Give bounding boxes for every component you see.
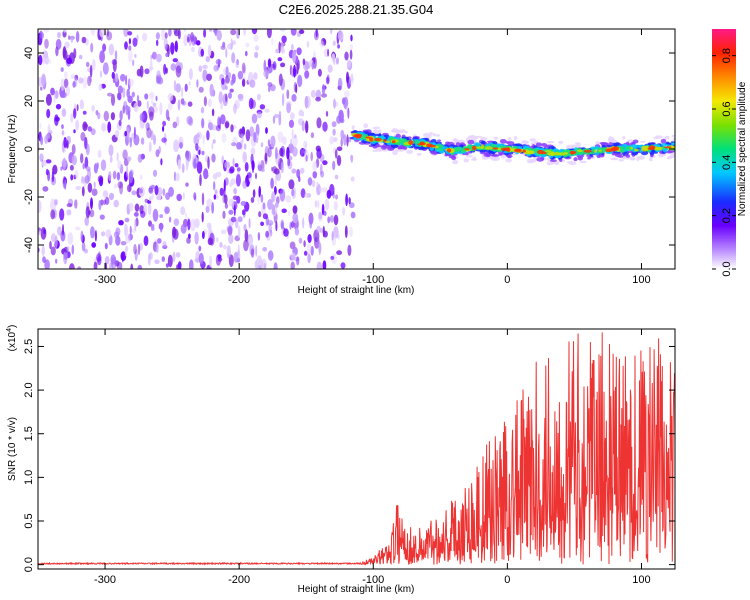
svg-text:(x104): (x104) [6, 325, 18, 352]
top-x-tick-label: 0 [504, 274, 510, 286]
bottom-x-tick-label: -100 [362, 574, 384, 586]
colorbar: 0.0 0.2 0.4 0.6 0.8 Normalized spectral ampl… [712, 29, 748, 277]
bottom-x-tick-label: -300 [94, 574, 116, 586]
top-y-tick-label: 40 [23, 47, 35, 59]
bottom-y-tick-label: 0.5 [23, 513, 35, 528]
top-y-axis-label: Frequency (Hz) [7, 115, 18, 184]
colorbar-tick-label: 0.4 [721, 155, 733, 170]
top-x-tick-label: -300 [94, 274, 116, 286]
top-x-tick-label: -200 [228, 274, 250, 286]
bottom-y-tick-label: 1.0 [23, 470, 35, 485]
scale-note-exponent: 4 [6, 328, 13, 332]
top-x-tick-label: 100 [632, 274, 650, 286]
bottom-x-tick-label: 0 [504, 574, 510, 586]
colorbar-tick-label: 0.6 [721, 101, 733, 116]
colorbar-label: Normalized spectral amplitude [737, 81, 748, 216]
scale-note-base: (x10 [7, 331, 18, 351]
snr-panel: -300 -200 -100 0 100 0.0 0.5 1.0 1.5 2.0 2.5 Heigh… [6, 325, 676, 595]
bottom-x-tick-label: 100 [632, 574, 650, 586]
top-y-tick-label: -40 [23, 237, 35, 253]
top-x-tick-label: -100 [362, 274, 384, 286]
top-x-axis-label: Height of straight line (km) [298, 285, 415, 296]
bottom-y-tick-label: 1.5 [23, 426, 35, 441]
snr-frame [37, 328, 676, 570]
top-y-tick-label: -20 [23, 189, 35, 205]
top-y-tick-label: 0 [23, 146, 35, 152]
bottom-y-tick-label: 2.5 [23, 339, 35, 354]
chart-title: C2E6.2025.288.21.35.G04 [279, 2, 434, 17]
colorbar-tick-label: 0.8 [721, 48, 733, 63]
bottom-x-tick-label: -200 [228, 574, 250, 586]
colorbar-tick-label: 0.0 [721, 261, 733, 276]
noise-region [38, 29, 356, 269]
snr-series-line [38, 332, 675, 566]
colorbar-tick-label: 0.2 [721, 208, 733, 223]
bottom-y-tick-label: 0.0 [23, 557, 35, 572]
bottom-y-axis-label: SNR (10 * v/v) [7, 417, 18, 481]
signal-band [349, 123, 675, 166]
bottom-x-axis-label: Height of straight line (km) [298, 584, 415, 595]
top-y-tick-label: 20 [23, 95, 35, 107]
bottom-y-tick-label: 2.0 [23, 382, 35, 397]
colorbar-gradient [712, 29, 736, 269]
scale-note: (x104) [6, 325, 18, 352]
